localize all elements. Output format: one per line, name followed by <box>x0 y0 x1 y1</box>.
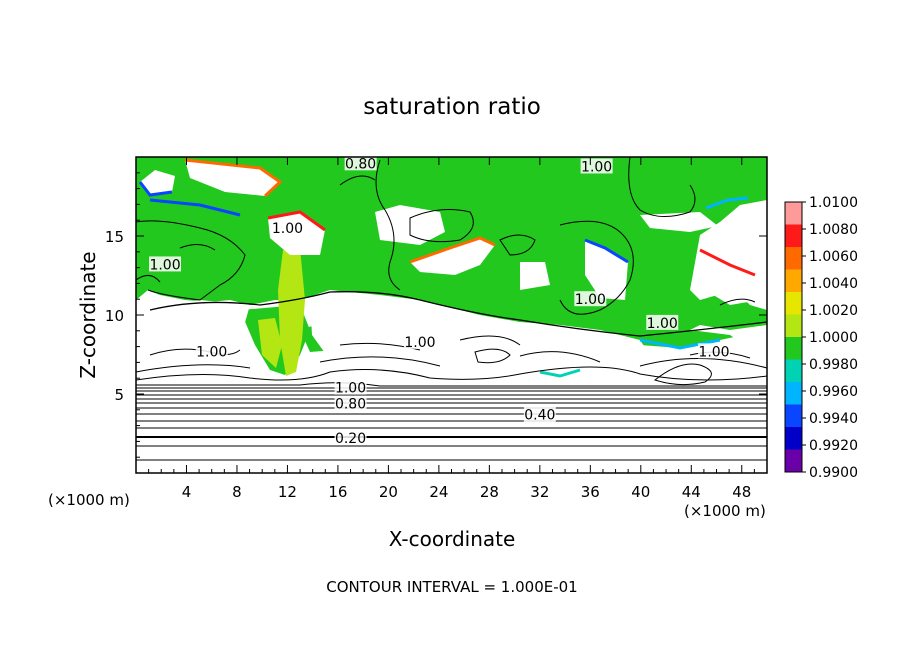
colorbar-label: 1.0060 <box>809 249 858 265</box>
colorbar-swatch <box>785 359 802 382</box>
contour-label-bg <box>574 291 607 307</box>
contour-label: 0.80 <box>335 396 366 412</box>
colorbar-swatch <box>785 382 802 405</box>
x-unit-label: (×1000 m) <box>48 491 130 509</box>
colorbar-swatch <box>785 314 802 337</box>
x-tick-label: 28 <box>480 483 499 501</box>
contour-label-bg <box>344 157 377 171</box>
contour-label-bg <box>334 395 367 411</box>
contour-label-bg <box>580 158 613 174</box>
contour-label-bg <box>195 343 228 359</box>
colorbar-label: 1.0020 <box>809 303 858 319</box>
contour-label-bg <box>523 406 556 422</box>
colorbar-label: 0.9920 <box>809 438 858 454</box>
colorbar-label: 0.9980 <box>809 357 858 373</box>
contour-label: 1.00 <box>575 292 606 308</box>
colorbar-swatch <box>785 449 802 472</box>
subsaturated-band <box>136 298 767 390</box>
colorbar-label: 1.0040 <box>809 276 858 292</box>
colorbar-label: 1.0080 <box>809 222 858 238</box>
colorbar-label: 0.9940 <box>809 411 858 427</box>
x-tick-label: 48 <box>732 483 751 501</box>
y-tick-label: 10 <box>105 307 124 325</box>
y-tick-label: 15 <box>105 228 124 246</box>
contour-label: 1.00 <box>196 344 227 360</box>
x-tick-label: 12 <box>278 483 297 501</box>
colorbar-swatch <box>785 224 802 247</box>
colorbar-swatch <box>785 337 802 360</box>
chart-title: saturation ratio <box>363 94 541 120</box>
contour-label: 1.00 <box>647 316 678 332</box>
colorbar-swatch <box>785 427 802 450</box>
contour-label: 1.00 <box>404 335 435 351</box>
contour-label-bg <box>403 333 436 349</box>
x-tick-label: 8 <box>232 483 242 501</box>
contour-label: 1.00 <box>581 159 612 175</box>
x-tick-label: 20 <box>379 483 398 501</box>
yellow-plume <box>258 248 305 376</box>
contour-interval-note: CONTOUR INTERVAL = 1.000E-01 <box>326 578 577 596</box>
contour-label-bg <box>271 220 304 236</box>
contour-label-bg <box>697 343 730 359</box>
colorbar-label: 1.0000 <box>809 330 858 346</box>
edge-highlights <box>138 158 756 378</box>
contour-label-bg <box>334 379 367 395</box>
contour-label-bg <box>646 314 679 330</box>
contour-label: 1.00 <box>272 221 303 237</box>
x-axis-ticks: 4 8 12 16 20 24 28 32 36 40 44 48 <box>148 157 755 501</box>
contour-label: 1.00 <box>698 344 729 360</box>
colorbar: 1.0100 1.0080 1.0060 1.0040 1.0020 1.0000 0.99… <box>784 195 858 481</box>
y-axis-title: Z-coordinate <box>76 251 100 378</box>
contour-label: 0.80 <box>345 156 376 172</box>
colorbar-swatch <box>785 269 802 292</box>
contour-label-bg <box>149 256 182 272</box>
colorbar-swatch <box>785 247 802 270</box>
contour-label-bg <box>334 430 367 446</box>
contour-label: 1.00 <box>149 257 180 273</box>
y-tick-label: 5 <box>114 386 124 404</box>
colorbar-label: 1.0100 <box>809 195 858 211</box>
x-tick-label: 36 <box>581 483 600 501</box>
contour-label-layer: 0.80 1.001.001.001.001.001.001.00 1.001.00… <box>149 156 730 447</box>
plot-area: 0.80 1.001.001.001.001.001.001.00 1.001.00… <box>136 156 767 473</box>
x-unit-label-right: (×1000 m) <box>684 502 766 520</box>
colorbar-label: 0.9960 <box>809 384 858 400</box>
colorbar-swatch <box>785 202 802 225</box>
colorbar-label: 0.9900 <box>809 465 858 481</box>
x-tick-label: 16 <box>328 483 347 501</box>
contour-lines <box>136 157 767 461</box>
x-tick-label: 32 <box>530 483 549 501</box>
colorbar-swatch <box>785 292 802 315</box>
colorbar-swatch <box>785 404 802 427</box>
contour-label: 1.00 <box>335 381 366 397</box>
x-tick-label: 40 <box>631 483 650 501</box>
y-axis-ticks: 5 10 15 <box>105 172 767 458</box>
contour-label: 0.40 <box>524 408 555 424</box>
x-tick-label: 44 <box>682 483 701 501</box>
contour-label: 0.20 <box>335 431 366 447</box>
x-tick-label: 24 <box>429 483 448 501</box>
x-tick-label: 4 <box>182 483 192 501</box>
x-axis-title: X-coordinate <box>389 527 516 551</box>
